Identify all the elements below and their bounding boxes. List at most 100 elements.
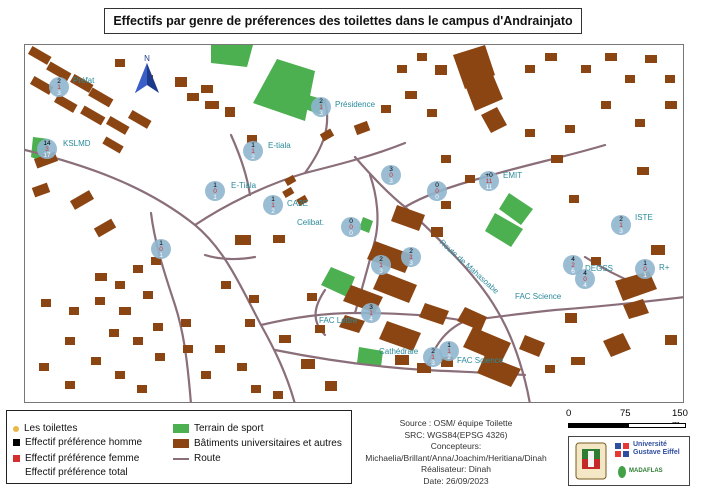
toilet-symbol[interactable]: 213 xyxy=(401,247,421,267)
toilet-circle xyxy=(205,181,225,201)
toilet-symbol[interactable]: 314 FAC Lettre xyxy=(319,303,381,325)
homme-count: 1 xyxy=(271,196,275,203)
place-label: Celibat. xyxy=(297,218,324,227)
total-count: 2 xyxy=(271,208,275,215)
femme-count: 0 xyxy=(435,188,439,195)
femme-count: 1 xyxy=(251,148,255,155)
toilet-symbol[interactable]: 101 E-Tiala xyxy=(205,181,257,201)
credits-concepteurs: Michaelia/Brillant/Anna/Joachim/Heritian… xyxy=(365,452,547,463)
femme-count: 2 xyxy=(571,262,575,269)
toilet-symbol[interactable]: 101 R+ xyxy=(635,259,670,279)
place-label: CA2E xyxy=(287,199,308,208)
legend-total-label: Effectif préférence total xyxy=(25,467,128,478)
femme-count: 1 xyxy=(619,222,623,229)
homme-square-icon xyxy=(13,439,20,446)
toilet-circle xyxy=(311,97,331,117)
femme-count: 1 xyxy=(379,262,383,269)
legend: Les toilettes Effectif préférence homme … xyxy=(6,410,352,484)
toilet-symbol[interactable]: 213 Cathédrale xyxy=(379,347,443,367)
toilet-circle xyxy=(575,269,595,289)
sport-fields xyxy=(31,45,533,367)
total-count: 3 xyxy=(379,268,383,275)
place-label: R+ xyxy=(659,263,670,272)
legend-batiments-label: Bâtiments universitaires et autres xyxy=(194,438,342,449)
toilet-symbol[interactable]: 101 xyxy=(151,239,171,259)
total-count: 17 xyxy=(43,152,51,159)
toilet-circle xyxy=(439,341,459,361)
toilet-circle xyxy=(151,239,171,259)
total-count: 1 xyxy=(213,194,217,201)
homme-count: 0 xyxy=(349,218,353,225)
homme-count: 2 xyxy=(619,216,623,223)
femme-count: 0 xyxy=(389,172,393,179)
place-label: EMIT xyxy=(503,171,522,180)
toilet-symbol[interactable]: 404 FAC Science xyxy=(515,269,595,301)
legend-sport-label: Terrain de sport xyxy=(194,423,264,434)
homme-count: 3 xyxy=(389,166,393,173)
femme-count: 1 xyxy=(447,348,451,355)
femme-count: 0 xyxy=(643,266,647,273)
toilet-symbol[interactable]: 303 xyxy=(381,165,401,185)
toilet-dot-icon xyxy=(13,425,19,432)
building-swatch-icon xyxy=(173,439,189,448)
total-square-icon xyxy=(13,469,20,476)
map-title: Effectifs par genre de préferences des t… xyxy=(104,8,582,34)
toilet-places: 213Préfat14317KSLMD213Présidence112E-tia… xyxy=(37,76,670,367)
toilet-symbol[interactable]: 426 DEGSS xyxy=(563,255,613,275)
road-label: Route de Mahasoabe xyxy=(438,238,501,296)
toilet-circle xyxy=(427,181,447,201)
credits-concepteurs-label: Concepteurs: xyxy=(430,441,482,451)
roads xyxy=(25,98,683,402)
homme-count: 1 xyxy=(643,260,647,267)
sport-field xyxy=(357,347,383,367)
madaflas-leaf-icon xyxy=(618,466,626,478)
place-label: FAC Lettre xyxy=(319,316,358,325)
femme-square-icon xyxy=(13,455,20,462)
toilet-symbol[interactable]: 213 xyxy=(371,255,391,275)
total-count: 3 xyxy=(409,260,413,267)
place-label: ISTE xyxy=(635,213,653,222)
credits-src: SRC: WGS84(EPSG 4326) xyxy=(404,429,508,440)
homme-count: +0 xyxy=(485,172,493,179)
toilet-symbol[interactable]: 213 Présidence xyxy=(311,97,376,117)
credits-realisateur: Réalisateur: Dinah xyxy=(421,464,491,474)
sport-field xyxy=(253,59,315,121)
toilet-symbol[interactable]: 213 ISTE xyxy=(611,213,653,235)
total-count: 11 xyxy=(486,184,493,191)
map-canvas: Route de Mahasoabe N 213Préfat14317KSLMD… xyxy=(25,45,683,402)
total-count: 1 xyxy=(643,272,647,279)
place-label: Présidence xyxy=(335,100,376,109)
homme-count: 4 xyxy=(583,270,587,277)
femme-count: 3 xyxy=(45,146,49,153)
legend-homme: Effectif préférence homme xyxy=(13,437,142,448)
toilet-circle xyxy=(361,303,381,323)
map-frame[interactable]: Route de Mahasoabe N 2 1 3 Préfat 14 3 17 KSLMD… xyxy=(24,44,684,403)
toilet-symbol[interactable]: 213 Préfat xyxy=(49,76,95,97)
toilet-circle xyxy=(49,77,69,97)
homme-count: 2 xyxy=(379,256,383,263)
homme-count: 2 xyxy=(409,248,413,255)
madaflas-name: MADAFLAS xyxy=(629,468,663,474)
eiffel-name: Université Gustave Eiffel xyxy=(633,441,680,457)
toilet-circle xyxy=(635,259,655,279)
homme-count: 0 xyxy=(435,182,439,189)
university-seal-icon xyxy=(575,442,607,480)
place-label: DEGSS xyxy=(585,264,613,273)
sport-field xyxy=(321,267,355,297)
eiffel-logo-icon xyxy=(615,443,629,457)
toilet-symbol[interactable]: 000 xyxy=(427,181,447,201)
toilet-circle xyxy=(423,347,443,367)
legend-homme-label: Effectif préférence homme xyxy=(25,437,143,448)
total-count: 4 xyxy=(369,316,373,323)
buildings xyxy=(27,45,677,399)
homme-count: 2 xyxy=(57,78,61,85)
homme-count: 1 xyxy=(213,182,217,189)
toilet-circle xyxy=(563,255,583,275)
toilet-symbol[interactable]: 112 FAC Science xyxy=(439,341,504,365)
toilet-circle xyxy=(611,215,631,235)
